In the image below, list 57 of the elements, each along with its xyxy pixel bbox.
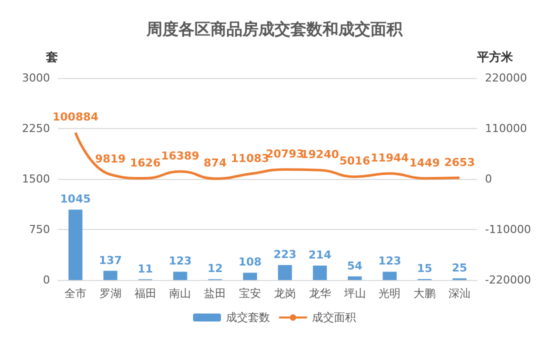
bar <box>348 276 362 280</box>
data-label: 123 <box>168 254 192 268</box>
data-label: 25 <box>452 261 468 274</box>
data-label: 137 <box>98 254 122 267</box>
data-label: 1626 <box>130 156 161 170</box>
y2-axis-title: 平方米 <box>476 50 514 64</box>
x-tick-label: 罗湖 <box>99 287 122 300</box>
data-label: 54 <box>347 259 363 272</box>
chart-title: 周度各区商品房成交套数和成交面积 <box>146 20 404 38</box>
data-label: 874 <box>204 156 227 170</box>
x-tick-label: 坪山 <box>342 287 366 300</box>
bar <box>382 272 397 280</box>
y-tick-label: 750 <box>29 223 50 236</box>
data-label: 9819 <box>95 152 126 166</box>
bar <box>173 272 188 280</box>
x-tick-label: 龙华 <box>308 287 331 300</box>
x-tick-label: 深汕 <box>448 287 471 300</box>
y-tick-label: 0 <box>43 274 50 286</box>
y2-tick-label: 220000 <box>485 72 527 84</box>
bar <box>103 270 118 280</box>
data-label: 214 <box>308 248 332 262</box>
bar <box>68 210 82 280</box>
data-label: 2653 <box>444 156 475 169</box>
y-tick-label: 2250 <box>22 122 50 135</box>
bar <box>278 264 292 280</box>
data-label: 5016 <box>339 154 370 168</box>
bar <box>312 266 327 280</box>
x-tick-label: 全市 <box>64 287 86 300</box>
y2-tick-label: -110000 <box>485 223 531 236</box>
data-label: 12 <box>207 262 223 276</box>
x-tick-label: 大鹏 <box>414 287 436 300</box>
data-label: 100884 <box>52 110 99 124</box>
data-label: 11944 <box>370 152 410 165</box>
y2-tick-label: 110000 <box>485 122 527 135</box>
y-tick-label: 3000 <box>22 72 50 84</box>
x-tick-label: 盐田 <box>204 287 226 300</box>
x-tick-label: 光明 <box>378 287 401 300</box>
data-label: 1045 <box>60 192 91 206</box>
data-label: 123 <box>378 254 402 268</box>
y-tick-label: 1500 <box>22 172 50 186</box>
data-label: 16389 <box>161 149 200 162</box>
y2-tick-label: -220000 <box>485 274 531 286</box>
bar <box>243 272 258 280</box>
data-label: 11 <box>138 262 153 276</box>
data-label: 15 <box>416 262 432 275</box>
legend-label: 成交面积 <box>312 311 356 324</box>
data-label: 1449 <box>409 156 440 170</box>
x-tick-label: 南山 <box>169 287 192 300</box>
data-label: 19240 <box>300 148 340 162</box>
x-tick-label: 龙岗 <box>274 287 296 300</box>
data-label: 108 <box>238 256 262 269</box>
legend-label: 成交套数 <box>226 311 270 324</box>
y-axis-title: 套 <box>45 50 58 64</box>
x-tick-label: 宝安 <box>239 287 262 300</box>
data-label: 223 <box>273 248 296 261</box>
x-tick-label: 福田 <box>134 287 156 300</box>
y2-tick-label: 0 <box>485 172 492 186</box>
